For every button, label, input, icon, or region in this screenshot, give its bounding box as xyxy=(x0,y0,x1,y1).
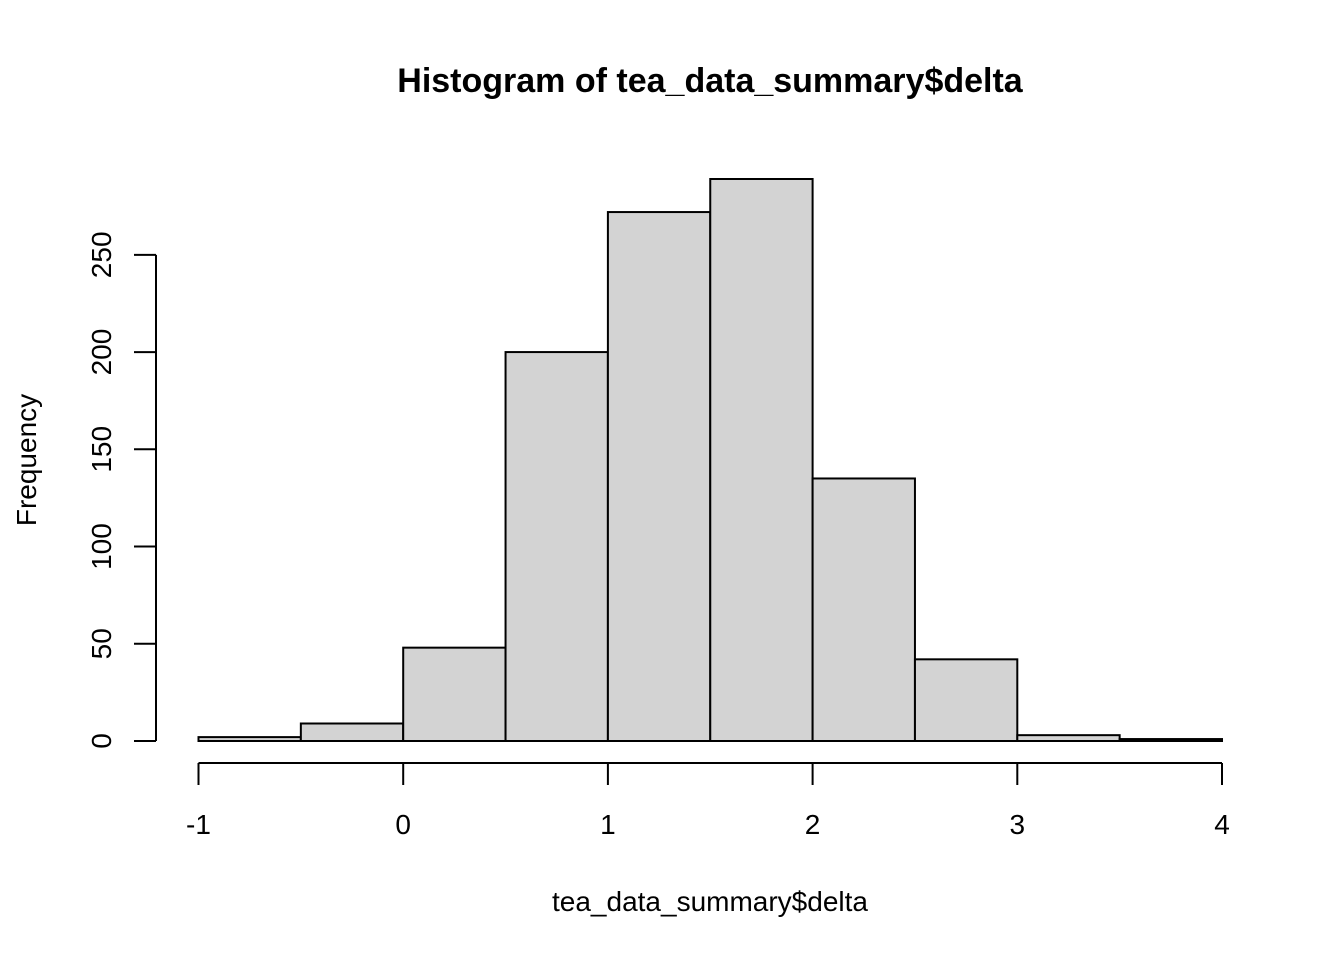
histogram-bar-0 xyxy=(197,736,302,742)
y-tick-label-0: 0 xyxy=(86,733,117,749)
chart-title: Histogram of tea_data_summary$delta xyxy=(397,62,1024,100)
histogram-bar-5 xyxy=(709,178,814,742)
histogram-bar-9 xyxy=(1118,738,1224,742)
y-axis: 0 50 100 150 200 250 xyxy=(86,231,157,749)
x-tick-label-4: 3 xyxy=(1010,809,1026,840)
x-tick-label-3: 2 xyxy=(805,809,821,840)
x-tick-label-2: 1 xyxy=(600,809,616,840)
y-tick-label-4: 200 xyxy=(86,329,117,376)
x-tick-label-5: 4 xyxy=(1214,809,1230,840)
histogram-bar-3 xyxy=(504,351,609,742)
histogram-bar-4 xyxy=(606,211,712,742)
y-tick-label-1: 50 xyxy=(86,628,117,659)
y-axis-label: Frequency xyxy=(11,394,42,526)
x-axis-label: tea_data_summary$delta xyxy=(552,886,868,917)
histogram-bar-2 xyxy=(402,646,507,742)
x-tick-label-1: 0 xyxy=(395,809,411,840)
histogram-bar-1 xyxy=(299,722,405,743)
histogram-bar-8 xyxy=(1016,734,1121,742)
histogram-bar-6 xyxy=(811,477,916,742)
y-tick-label-2: 100 xyxy=(86,523,117,570)
y-tick-label-5: 250 xyxy=(86,231,117,278)
histogram-bar-7 xyxy=(913,658,1019,742)
histogram-bars xyxy=(197,178,1224,743)
y-tick-label-3: 150 xyxy=(86,426,117,473)
x-axis: -1 0 1 2 3 4 xyxy=(186,762,1230,840)
x-tick-label-0: -1 xyxy=(186,809,211,840)
